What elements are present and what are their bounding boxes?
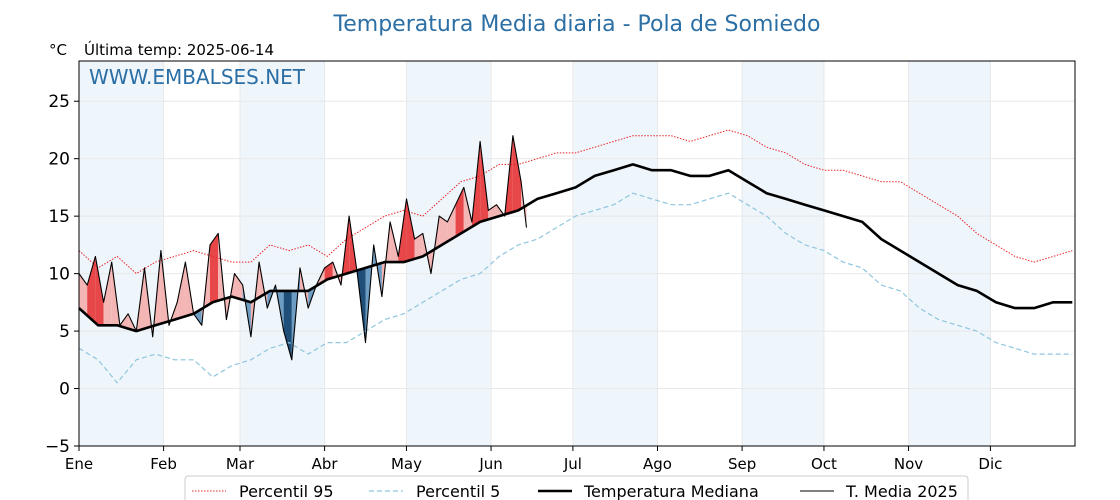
deviation-fill bbox=[463, 187, 472, 232]
y-tick-label: 0 bbox=[59, 380, 70, 400]
x-tick-label: Jul bbox=[563, 455, 582, 473]
legend-entry-current-label: T. Media 2025 bbox=[845, 482, 958, 500]
x-tick-label: Oct bbox=[811, 455, 837, 473]
last-update-label: Última temp: 2025-06-14 bbox=[84, 40, 274, 59]
x-tick-label: Dic bbox=[978, 455, 1002, 473]
month-band bbox=[908, 61, 991, 446]
x-tick-label: Nov bbox=[894, 455, 923, 473]
deviation-fill bbox=[488, 204, 497, 220]
y-tick-label: 25 bbox=[48, 92, 70, 112]
deviation-fill bbox=[87, 256, 96, 323]
deviation-fill bbox=[406, 198, 415, 262]
deviation-fill bbox=[512, 135, 522, 213]
current-year-line bbox=[78, 135, 528, 361]
x-tick-label: Abr bbox=[312, 455, 339, 473]
plot-frame bbox=[78, 60, 1076, 447]
watermark: WWW.EMBALSES.NET bbox=[89, 65, 306, 89]
deviation-fill bbox=[414, 233, 423, 259]
x-tick-label: Feb bbox=[150, 455, 177, 473]
y-tick-label: 20 bbox=[48, 150, 70, 170]
deviation-fill bbox=[447, 204, 456, 242]
x-tick-label: Sep bbox=[728, 455, 756, 473]
y-tick-label: −5 bbox=[45, 437, 70, 457]
p95-line bbox=[78, 129, 1073, 275]
deviation-fill bbox=[455, 187, 464, 237]
deviation-fill bbox=[79, 273, 88, 316]
deviation-fill bbox=[439, 216, 448, 247]
chart-title: Temperatura Media diaria - Pola de Somie… bbox=[333, 12, 821, 37]
median-line bbox=[78, 163, 1073, 333]
month-band bbox=[742, 61, 824, 446]
month-band bbox=[79, 61, 164, 446]
legend: Percentil 95 Percentil 5 Temperatura Media… bbox=[184, 475, 969, 500]
x-tick-label: Ago bbox=[643, 455, 672, 473]
legend-box bbox=[184, 475, 969, 500]
y-tick-label: 10 bbox=[48, 265, 70, 285]
deviation-fill bbox=[209, 233, 219, 304]
unit-label: °C bbox=[49, 41, 67, 59]
x-tick-label: May bbox=[391, 455, 422, 473]
month-band bbox=[572, 61, 658, 446]
p5-line bbox=[78, 192, 1073, 384]
legend-entry-median-label: Temperatura Mediana bbox=[583, 482, 759, 500]
legend-entry-p5-label: Percentil 5 bbox=[416, 482, 500, 500]
deviation-fill bbox=[177, 262, 186, 319]
deviation-fill bbox=[234, 273, 243, 300]
month-band bbox=[239, 61, 325, 446]
x-tick-label: Mar bbox=[226, 455, 255, 473]
deviation-fill bbox=[95, 256, 104, 326]
y-tick-label: 5 bbox=[59, 322, 70, 342]
y-tick-label: 15 bbox=[48, 207, 70, 227]
x-tick-label: Jun bbox=[478, 455, 502, 473]
legend-entry-p95-label: Percentil 95 bbox=[239, 482, 334, 500]
deviation-fill bbox=[103, 262, 112, 326]
x-tick-label: Ene bbox=[65, 455, 93, 473]
